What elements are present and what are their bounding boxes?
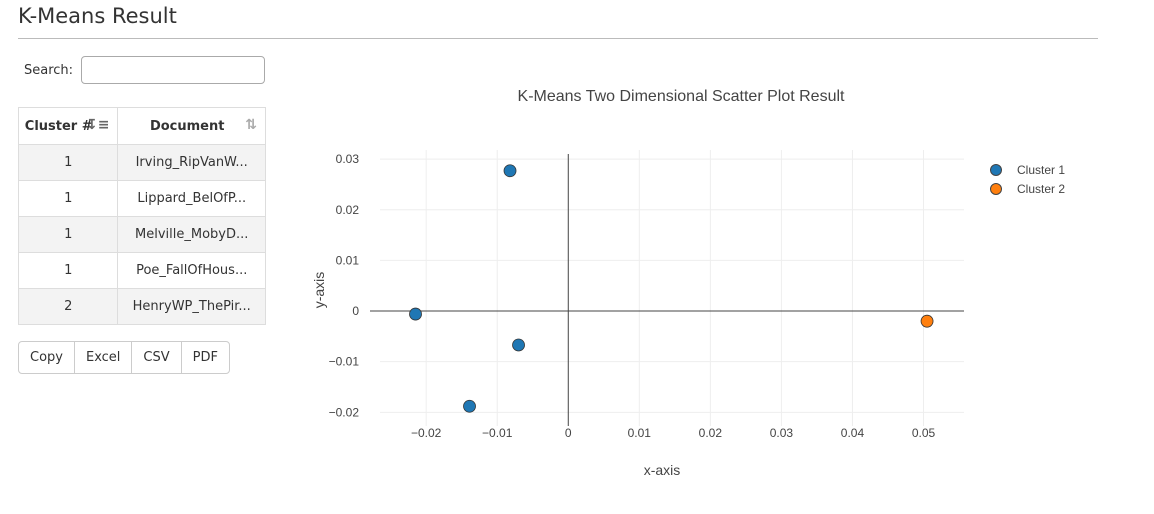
sort-icon: ⇅ [245, 117, 257, 133]
x-tick-label: 0.02 [699, 426, 723, 440]
data-point-cluster-1[interactable] [503, 164, 517, 178]
y-tick-label: 0 [352, 304, 359, 318]
table-row[interactable]: 1 Irving_RipVanW... [17, 144, 266, 181]
tick-labels: −0.02 −0.01 0 0.01 0.02 0.03 0.04 0.05 −0.02 −0.0… [329, 152, 936, 440]
cell-document: Melville_MobyD... [117, 216, 266, 253]
x-axis-label: x-axis [644, 462, 681, 478]
x-tick-label: 0.04 [841, 426, 865, 440]
page-title: K-Means Result [18, 4, 177, 28]
cell-cluster: 2 [17, 288, 119, 325]
grid-lines [380, 150, 964, 426]
data-point-cluster-1[interactable] [512, 338, 525, 352]
x-tick-label: 0 [565, 426, 572, 440]
cell-document: HenryWP_ThePir... [117, 288, 266, 325]
x-tick-label: −0.01 [482, 426, 513, 440]
copy-button[interactable]: Copy [18, 341, 75, 374]
y-tick-label: 0.01 [336, 253, 360, 267]
data-point-cluster-2[interactable] [920, 314, 934, 328]
csv-button[interactable]: CSV [131, 341, 182, 374]
y-axis-label: y-axis [311, 272, 327, 309]
legend-label-cluster-2: Cluster 2 [1017, 181, 1066, 196]
table-header-row: Cluster # ↧≡ Document ⇅ [17, 107, 266, 145]
pdf-button[interactable]: PDF [180, 341, 230, 374]
x-tick-label: −0.02 [411, 426, 442, 440]
cell-cluster: 1 [17, 216, 119, 253]
y-tick-label: 0.03 [336, 152, 360, 166]
x-tick-label: 0.05 [912, 426, 936, 440]
cell-cluster: 1 [17, 144, 119, 181]
y-tick-label: 0.02 [336, 203, 360, 217]
title-divider [18, 38, 1098, 39]
axis-lines [370, 154, 964, 426]
legend-marker-cluster-1 [990, 163, 1002, 176]
data-point-cluster-1[interactable] [463, 399, 476, 413]
excel-button[interactable]: Excel [73, 341, 133, 374]
x-tick-label: 0.03 [770, 426, 794, 440]
table-row[interactable]: 1 Melville_MobyD... [17, 216, 266, 253]
sort-amount-down-icon: ↧≡ [85, 117, 110, 133]
table-row[interactable]: 2 HenryWP_ThePir... [17, 288, 266, 325]
search-input[interactable] [81, 56, 266, 84]
legend-label-cluster-1: Cluster 1 [1017, 162, 1066, 177]
scatter-plot[interactable]: −0.02 −0.01 0 0.01 0.02 0.03 0.04 0.05 −0.02 −0.0… [300, 140, 980, 490]
y-tick-label: −0.02 [329, 405, 360, 419]
column-header-cluster-label: Cluster # [24, 118, 93, 134]
cell-cluster: 1 [17, 180, 119, 217]
column-header-cluster[interactable]: Cluster # ↧≡ [17, 107, 119, 145]
cell-cluster: 1 [17, 252, 119, 289]
search-row: Search: [24, 54, 266, 86]
cell-document: Lippard_BelOfP... [117, 180, 266, 217]
data-points[interactable] [409, 164, 934, 413]
search-label: Search: [24, 62, 74, 78]
legend-marker-cluster-2 [990, 182, 1002, 195]
table-row[interactable]: 1 Poe_FallOfHous... [17, 252, 266, 289]
chart-title: K-Means Two Dimensional Scatter Plot Res… [517, 88, 845, 105]
legend-item-cluster-2[interactable]: Cluster 2 [988, 179, 1065, 198]
data-point-cluster-1[interactable] [409, 307, 422, 321]
x-tick-label: 0.01 [628, 426, 652, 440]
results-table: Cluster # ↧≡ Document ⇅ 1 Irving_RipVanW… [17, 107, 266, 325]
cell-document: Irving_RipVanW... [117, 144, 266, 181]
legend-item-cluster-1[interactable]: Cluster 1 [988, 160, 1065, 179]
chart-legend: Cluster 1 Cluster 2 [988, 160, 1065, 198]
column-header-document-label: Document [149, 118, 225, 134]
table-row[interactable]: 1 Lippard_BelOfP... [17, 180, 266, 217]
cell-document: Poe_FallOfHous... [117, 252, 266, 289]
export-button-group: Copy Excel CSV PDF [18, 341, 230, 374]
y-tick-label: −0.01 [329, 355, 360, 369]
column-header-document[interactable]: Document ⇅ [117, 107, 266, 145]
